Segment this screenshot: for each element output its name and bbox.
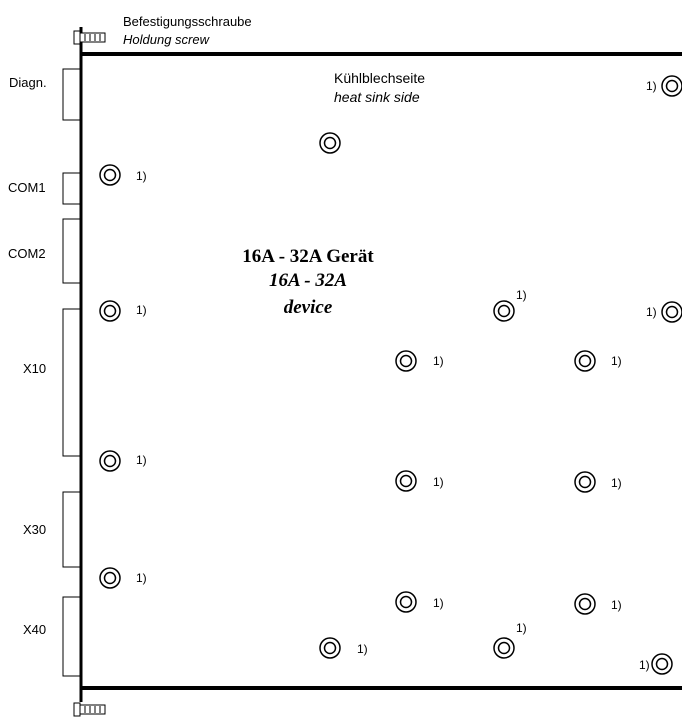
label-com2: COM2 bbox=[8, 246, 46, 261]
footnote-markers: 1) 1) 1) 1) 1) 1) 1) 1) 1) 1) 1) 1) 1) 1… bbox=[136, 79, 657, 672]
mounting-hole-icon bbox=[661, 301, 682, 323]
mounting-hole-icon bbox=[395, 350, 417, 372]
mounting-hole-icon bbox=[574, 350, 596, 372]
mounting-hole-icon bbox=[493, 300, 515, 322]
heat-sink-label-de: Kühlblechseite bbox=[334, 70, 425, 86]
screw-label-de: Befestigungsschraube bbox=[123, 14, 252, 29]
mounting-hole-icon bbox=[99, 300, 121, 322]
footnote-marker: 1) bbox=[646, 79, 657, 93]
connector-com1 bbox=[62, 172, 80, 205]
mounting-hole-icon bbox=[661, 75, 682, 97]
top-screw-icon bbox=[73, 30, 106, 45]
footnote-marker: 1) bbox=[433, 596, 444, 610]
mounting-hole-icon bbox=[99, 164, 121, 186]
footnote-marker: 1) bbox=[516, 288, 527, 302]
mounting-hole-icon bbox=[574, 593, 596, 615]
bottom-screw-icon bbox=[73, 702, 106, 717]
footnote-marker: 1) bbox=[516, 621, 527, 635]
mounting-hole-icon bbox=[319, 637, 341, 659]
footnote-marker: 1) bbox=[433, 354, 444, 368]
mounting-hole-icon bbox=[99, 450, 121, 472]
connector-com2 bbox=[62, 218, 80, 284]
connector-x30 bbox=[62, 491, 80, 568]
mounting-hole-icon bbox=[395, 591, 417, 613]
footnote-marker: 1) bbox=[136, 303, 147, 317]
device-label-en-line1: 16A - 32A bbox=[269, 270, 347, 291]
footnote-marker: 1) bbox=[611, 598, 622, 612]
mounting-hole-icon bbox=[574, 471, 596, 493]
heat-sink-label-en: heat sink side bbox=[334, 89, 420, 105]
device-label-en-line2: device bbox=[284, 297, 333, 318]
mounting-hole-icon bbox=[99, 567, 121, 589]
footnote-marker: 1) bbox=[136, 169, 147, 183]
mounting-hole-icon bbox=[395, 470, 417, 492]
label-x10: X10 bbox=[23, 361, 46, 376]
mounting-hole-icon bbox=[493, 637, 515, 659]
device-label-de: 16A - 32A Gerät bbox=[242, 246, 374, 267]
mounting-hole-icon bbox=[651, 653, 673, 675]
label-x30: X30 bbox=[23, 522, 46, 537]
footnote-marker: 1) bbox=[646, 305, 657, 319]
label-com1: COM1 bbox=[8, 180, 46, 195]
mounting-holes bbox=[99, 75, 682, 675]
label-x40: X40 bbox=[23, 622, 46, 637]
footnote-marker: 1) bbox=[611, 476, 622, 490]
mounting-hole-icon bbox=[319, 132, 341, 154]
label-diagn: Diagn. bbox=[9, 75, 47, 90]
footnote-marker: 1) bbox=[357, 642, 368, 656]
connector-x40 bbox=[62, 596, 80, 677]
footnote-marker: 1) bbox=[136, 453, 147, 467]
footnote-marker: 1) bbox=[611, 354, 622, 368]
footnote-marker: 1) bbox=[639, 658, 650, 672]
connector-x10 bbox=[62, 308, 80, 457]
connector-diagn bbox=[62, 68, 80, 121]
footnote-marker: 1) bbox=[136, 571, 147, 585]
footnote-marker: 1) bbox=[433, 475, 444, 489]
screw-label-en: Holdung screw bbox=[123, 32, 211, 47]
